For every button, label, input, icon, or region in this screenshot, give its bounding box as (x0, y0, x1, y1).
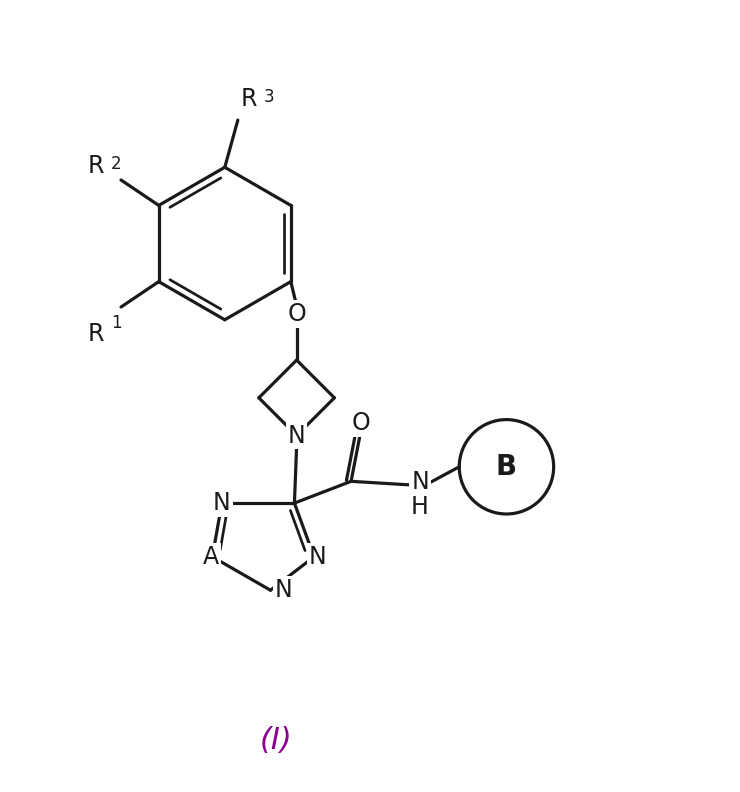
Text: N: N (309, 545, 326, 569)
Text: H: H (411, 495, 429, 519)
Text: N: N (275, 578, 292, 602)
Text: (I): (I) (259, 726, 292, 756)
Text: R: R (87, 154, 104, 177)
Text: N: N (213, 491, 231, 515)
Text: 2: 2 (111, 155, 121, 173)
Text: B: B (496, 453, 517, 481)
Text: 3: 3 (264, 88, 275, 106)
Text: N: N (411, 470, 429, 494)
Text: O: O (352, 411, 371, 436)
Text: A: A (203, 545, 219, 569)
Text: R: R (240, 86, 258, 111)
Text: N: N (288, 424, 306, 447)
Text: O: O (287, 303, 306, 326)
Text: R: R (87, 322, 104, 345)
Text: 1: 1 (111, 314, 121, 333)
